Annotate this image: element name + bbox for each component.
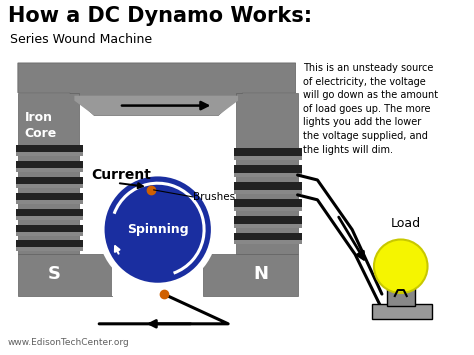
Text: This is an unsteady source
of electricity, the voltage
will go down as the amoun: This is an unsteady source of electricit…	[302, 63, 438, 154]
FancyBboxPatch shape	[234, 207, 301, 211]
Text: N: N	[254, 265, 268, 283]
FancyBboxPatch shape	[234, 224, 301, 228]
FancyBboxPatch shape	[234, 240, 301, 245]
FancyBboxPatch shape	[16, 177, 83, 184]
FancyBboxPatch shape	[16, 184, 83, 188]
Text: Spinning: Spinning	[127, 223, 189, 236]
Circle shape	[98, 170, 217, 289]
FancyBboxPatch shape	[16, 145, 83, 152]
FancyBboxPatch shape	[234, 216, 301, 224]
FancyBboxPatch shape	[234, 148, 301, 156]
Circle shape	[374, 240, 428, 293]
Polygon shape	[18, 63, 296, 115]
FancyBboxPatch shape	[234, 156, 301, 160]
Polygon shape	[74, 95, 238, 115]
Circle shape	[103, 175, 212, 284]
Text: S: S	[48, 265, 61, 283]
FancyBboxPatch shape	[16, 200, 83, 204]
FancyBboxPatch shape	[16, 240, 83, 247]
FancyBboxPatch shape	[112, 235, 203, 296]
FancyBboxPatch shape	[16, 152, 83, 156]
FancyBboxPatch shape	[234, 182, 301, 190]
FancyBboxPatch shape	[372, 304, 431, 319]
FancyBboxPatch shape	[234, 173, 301, 177]
FancyBboxPatch shape	[236, 93, 298, 255]
FancyBboxPatch shape	[16, 193, 83, 200]
Text: Load: Load	[391, 217, 421, 230]
FancyBboxPatch shape	[387, 284, 415, 306]
FancyBboxPatch shape	[234, 165, 301, 173]
FancyBboxPatch shape	[16, 225, 83, 231]
FancyBboxPatch shape	[16, 168, 83, 172]
Text: www.EdisonTechCenter.org: www.EdisonTechCenter.org	[8, 338, 130, 346]
FancyBboxPatch shape	[18, 255, 112, 296]
FancyBboxPatch shape	[16, 161, 83, 168]
FancyBboxPatch shape	[16, 247, 83, 251]
Text: Iron
Core: Iron Core	[25, 110, 57, 140]
Text: Brushes: Brushes	[193, 192, 236, 202]
FancyBboxPatch shape	[234, 190, 301, 194]
FancyBboxPatch shape	[16, 216, 83, 220]
Text: Series Wound Machine: Series Wound Machine	[10, 33, 152, 46]
FancyBboxPatch shape	[16, 231, 83, 235]
FancyBboxPatch shape	[234, 233, 301, 240]
Text: Current: Current	[91, 168, 151, 182]
FancyBboxPatch shape	[203, 255, 298, 296]
Text: How a DC Dynamo Works:: How a DC Dynamo Works:	[8, 6, 312, 26]
FancyBboxPatch shape	[234, 199, 301, 207]
FancyBboxPatch shape	[18, 93, 79, 255]
FancyBboxPatch shape	[16, 209, 83, 216]
